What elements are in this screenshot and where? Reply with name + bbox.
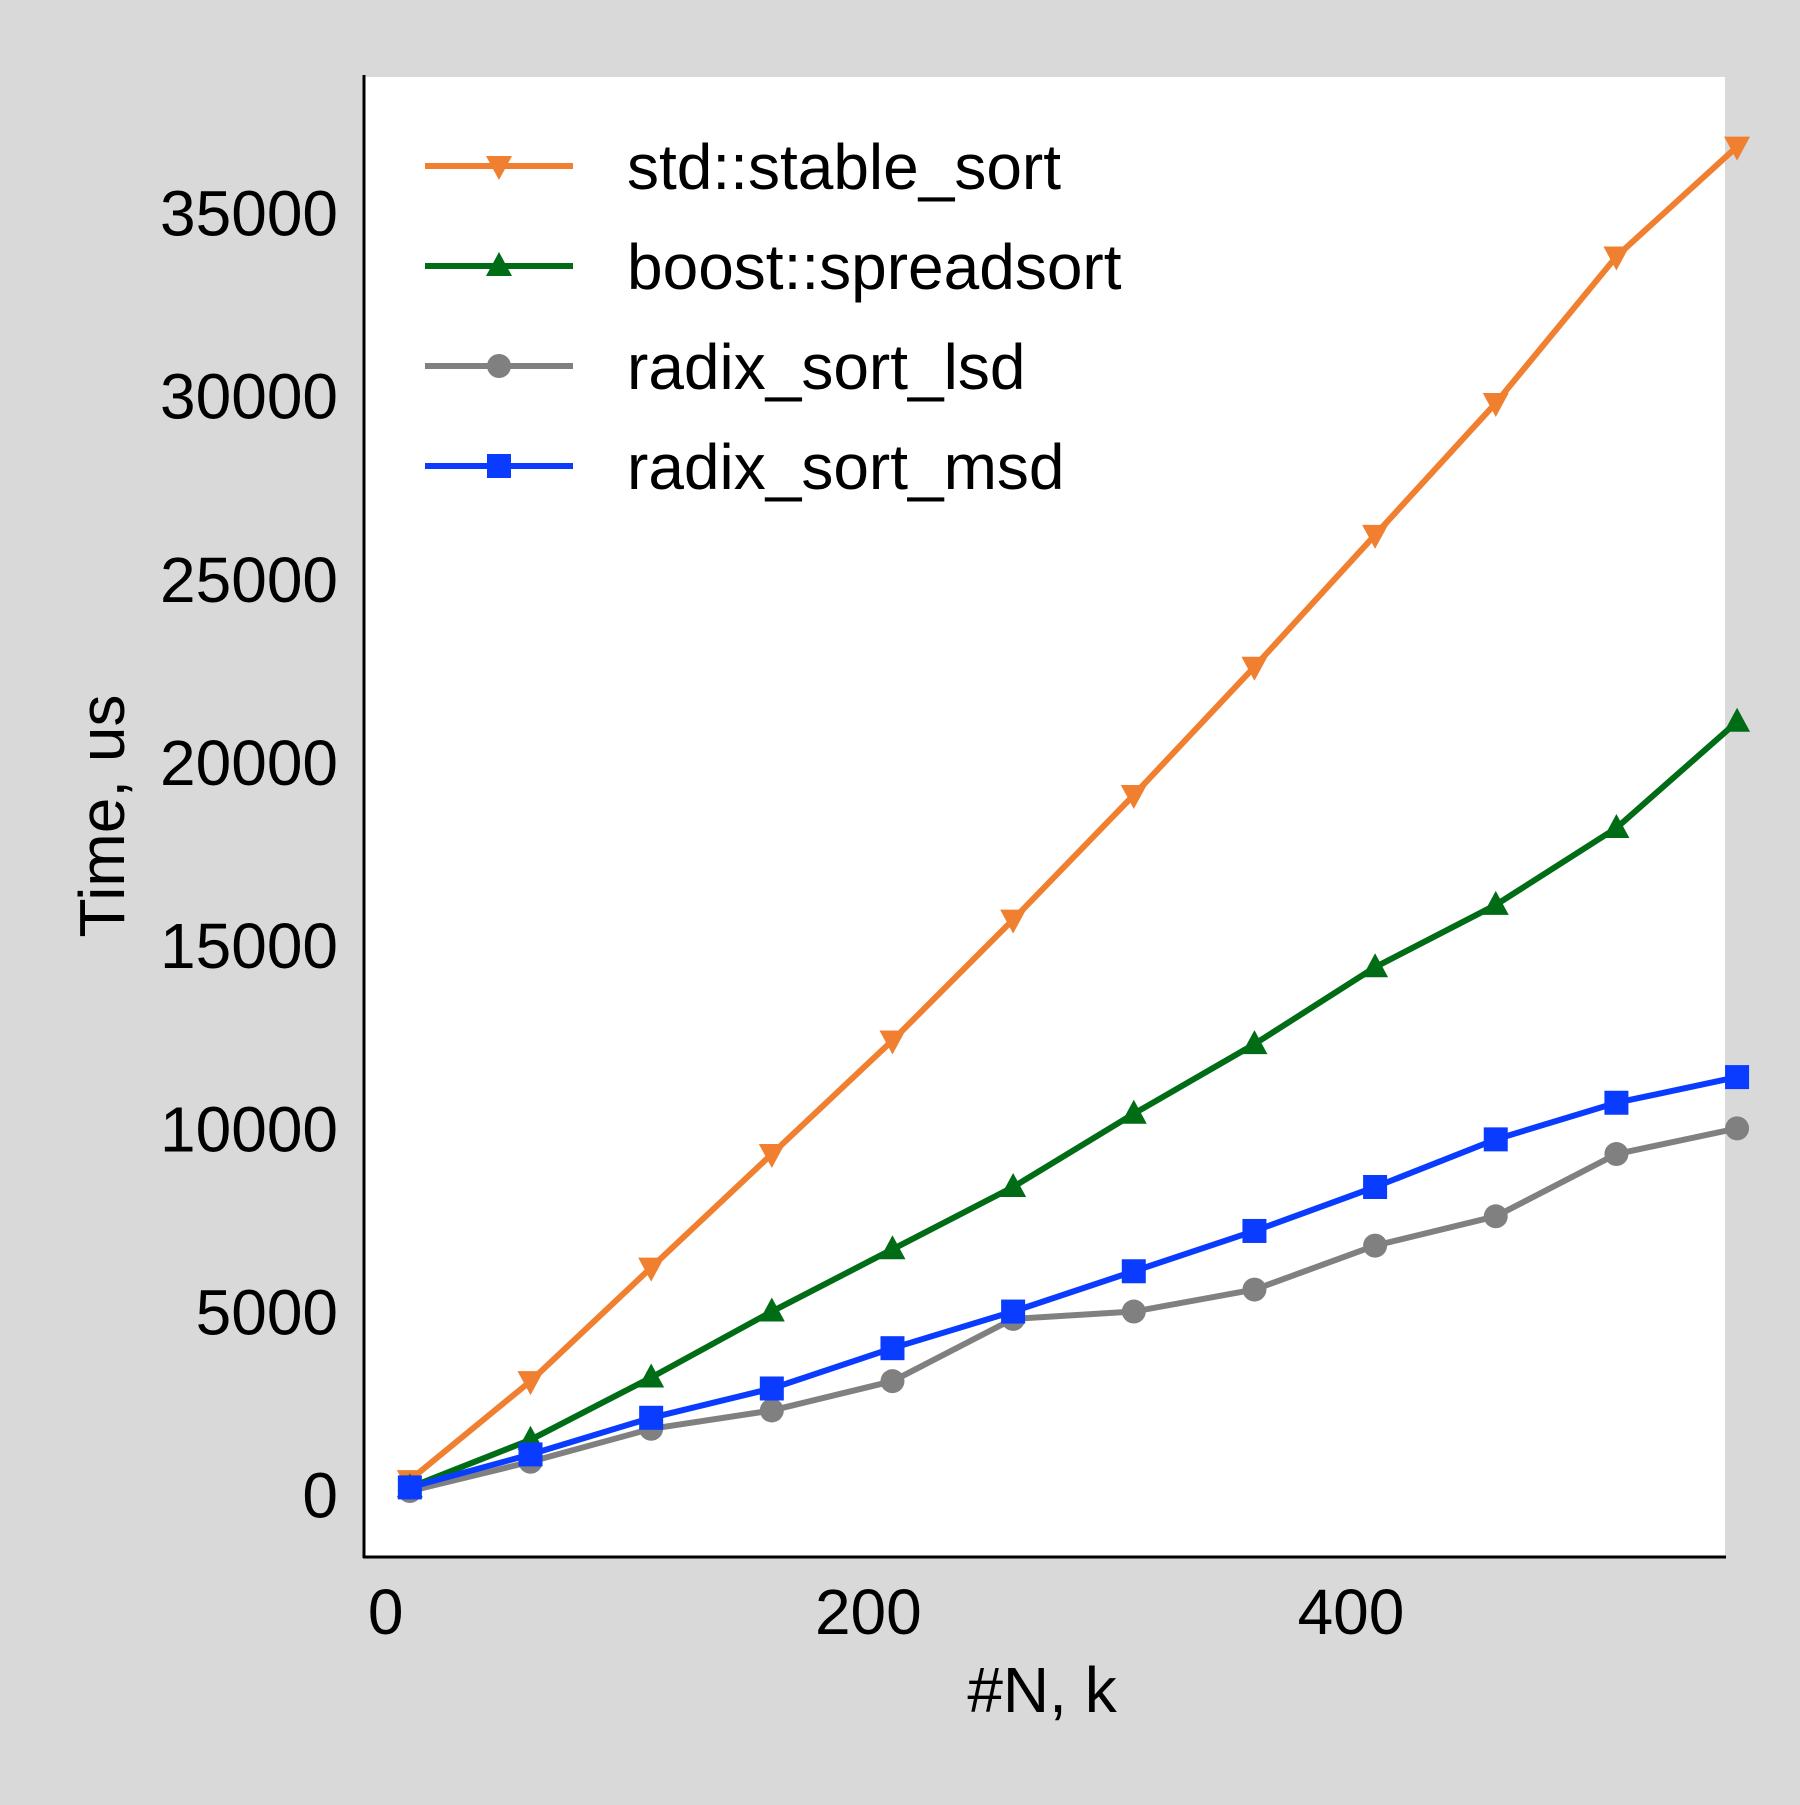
series-3	[397, 1065, 1750, 1500]
x-tick-label: 200	[815, 1576, 922, 1648]
series-line	[406, 143, 1741, 1484]
data-point	[1603, 246, 1630, 271]
data-point	[639, 1405, 664, 1430]
series-line	[406, 1074, 1741, 1491]
data-point	[879, 1235, 906, 1260]
data-point	[1242, 1277, 1267, 1302]
y-axis-label: Time, us	[66, 695, 138, 938]
plot-area	[364, 77, 1725, 1557]
data-point	[1482, 890, 1509, 915]
data-point	[1241, 1030, 1268, 1055]
y-tick-labels: 0 5000 10000 15000 20000 25000 30000 35000	[160, 178, 338, 1532]
legend-item: radix_sort_msd	[425, 431, 1065, 503]
data-point	[638, 1363, 665, 1388]
data-point	[880, 1336, 905, 1361]
data-point	[518, 1442, 543, 1467]
data-point	[1121, 1259, 1146, 1284]
legend: std::stable_sortboost::spreadsortradix_s…	[425, 131, 1122, 503]
data-point	[1121, 1299, 1146, 1324]
data-point	[1000, 909, 1027, 934]
data-point	[1362, 524, 1389, 549]
series-layer	[396, 136, 1751, 1504]
data-point	[759, 1398, 784, 1423]
legend-marker	[486, 252, 512, 276]
series-2	[397, 1116, 1750, 1504]
data-point	[1362, 953, 1389, 978]
y-tick-label: 20000	[160, 727, 338, 799]
data-point	[1725, 1065, 1750, 1090]
y-tick-label: 0	[302, 1460, 338, 1532]
data-point	[1482, 393, 1509, 418]
y-tick-label: 25000	[160, 544, 338, 616]
data-point	[1603, 813, 1630, 838]
data-point	[1001, 1299, 1026, 1324]
data-point	[517, 1371, 544, 1396]
y-tick-label: 5000	[196, 1277, 338, 1349]
legend-label: std::stable_sort	[627, 131, 1061, 203]
data-point	[638, 1257, 665, 1282]
data-point	[1604, 1090, 1629, 1115]
data-point	[758, 1297, 785, 1322]
data-point	[1604, 1142, 1629, 1167]
x-axis-label: #N, k	[967, 1654, 1117, 1726]
data-point	[1241, 656, 1268, 681]
data-point	[1363, 1233, 1388, 1258]
legend-label: boost::spreadsort	[627, 231, 1122, 303]
data-point	[759, 1376, 784, 1401]
data-point	[1120, 785, 1147, 810]
legend-marker	[487, 354, 511, 378]
series-line	[406, 718, 1741, 1491]
data-point	[758, 1144, 785, 1169]
legend-item: std::stable_sort	[425, 131, 1061, 203]
legend-marker	[486, 156, 512, 180]
data-point	[1724, 707, 1751, 732]
y-tick-label: 35000	[160, 178, 338, 250]
y-tick-label: 10000	[160, 1093, 338, 1165]
series-0	[396, 136, 1751, 1495]
legend-label: radix_sort_lsd	[627, 331, 1025, 403]
y-tick-label: 30000	[160, 361, 338, 433]
data-point	[1724, 136, 1751, 161]
legend-item: radix_sort_lsd	[425, 331, 1025, 403]
data-point	[1000, 1173, 1027, 1197]
series-line	[406, 1125, 1741, 1495]
data-point	[1725, 1116, 1750, 1141]
data-point	[1242, 1218, 1267, 1243]
data-point	[1363, 1175, 1388, 1199]
legend-marker	[487, 454, 511, 478]
data-point	[1483, 1127, 1508, 1152]
x-tick-labels: 0 200 400	[368, 1576, 1404, 1648]
data-point	[1483, 1204, 1508, 1229]
y-tick-label: 15000	[160, 910, 338, 982]
x-tick-label: 400	[1298, 1576, 1405, 1648]
data-point	[397, 1475, 422, 1500]
data-point	[879, 1030, 906, 1055]
legend-label: radix_sort_msd	[627, 431, 1065, 503]
data-point	[1120, 1099, 1147, 1124]
legend-item: boost::spreadsort	[425, 231, 1122, 303]
data-point	[880, 1369, 905, 1394]
x-tick-label: 0	[368, 1576, 404, 1648]
